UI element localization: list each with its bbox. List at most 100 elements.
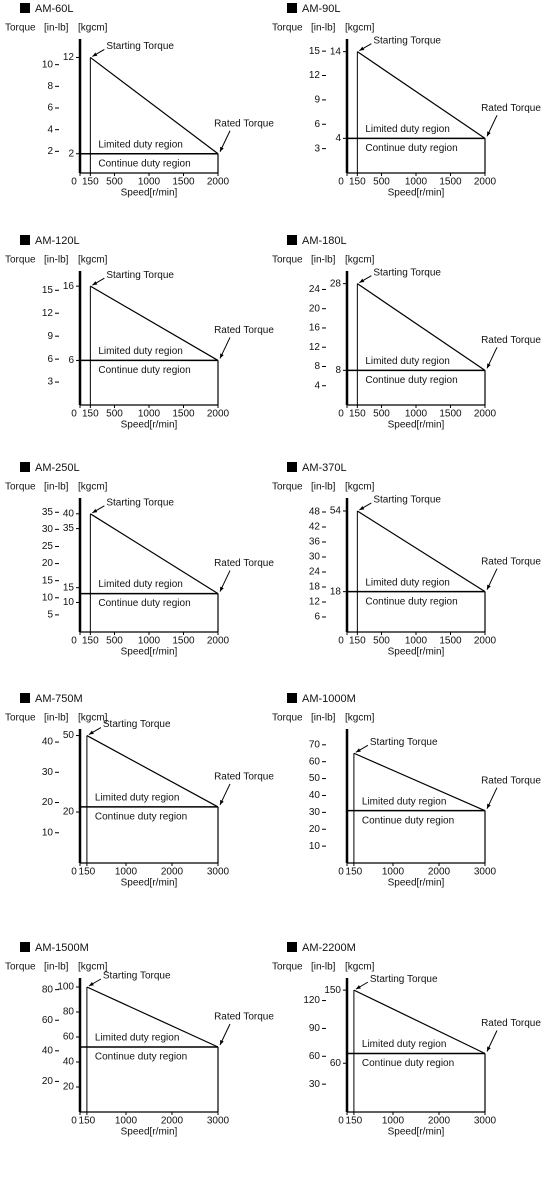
x-tick-label: 1000 <box>382 1116 405 1127</box>
chart-title: AM-180L <box>302 235 347 247</box>
y2-tick-label: 54 <box>330 506 342 517</box>
x-tick-label: 2000 <box>474 636 497 647</box>
y2-tick-label: 28 <box>330 278 342 289</box>
y-tick-label: 20 <box>42 558 54 569</box>
chart-title: AM-370L <box>302 462 347 474</box>
y-tick-label: 6 <box>47 103 53 114</box>
y-tick-label: 42 <box>309 522 321 533</box>
x-axis-label: Speed[r/min] <box>121 420 178 431</box>
x-tick-label: 150 <box>349 409 366 420</box>
y2-tick-label: 50 <box>63 730 75 741</box>
arrow-head <box>92 281 98 286</box>
x-tick-label: 2000 <box>207 409 230 420</box>
x-tick-label: 2000 <box>474 409 497 420</box>
limited-duty-label: Limited duty region <box>362 1039 447 1050</box>
y-tick-label: 40 <box>42 1045 54 1056</box>
x-tick-label: 1000 <box>405 177 428 188</box>
y-tick-label: 60 <box>309 756 321 767</box>
arrow-head <box>92 52 98 57</box>
y-tick-label: 120 <box>303 995 320 1006</box>
x-tick-label: 2000 <box>428 1116 451 1127</box>
y-tick-label: 20 <box>42 1076 54 1087</box>
y-tick-label: 48 <box>309 507 321 518</box>
y-tick-label: 10 <box>42 59 54 70</box>
x-axis-label: Speed[r/min] <box>121 1127 178 1138</box>
x-tick-label: 500 <box>106 409 123 420</box>
y-tick-label: 40 <box>42 737 54 748</box>
limited-duty-label: Limited duty region <box>365 356 450 367</box>
x-axis-label: Speed[r/min] <box>121 878 178 889</box>
x-tick-label: 150 <box>82 177 99 188</box>
rated-torque-label: Rated Torque <box>481 103 541 114</box>
torque-curve <box>90 285 219 361</box>
rated-torque-label: Rated Torque <box>481 335 541 346</box>
x-tick-label: 1500 <box>439 636 462 647</box>
x-tick-label: 0 <box>71 636 77 647</box>
x-tick-label: 1000 <box>115 1116 138 1127</box>
x-tick-label: 1000 <box>138 636 161 647</box>
arrow-head <box>92 508 98 513</box>
y-unit: [in-lb] <box>311 482 336 493</box>
y-unit: [in-lb] <box>311 713 336 724</box>
y-tick-label: 10 <box>309 841 321 852</box>
y2-unit: [kgcm] <box>78 482 108 493</box>
x-tick-label: 0 <box>71 409 77 420</box>
y-tick-label: 6 <box>314 119 320 130</box>
continue-duty-label: Continue duty region <box>362 815 454 826</box>
y2-unit: [kgcm] <box>78 23 108 34</box>
x-tick-label: 1000 <box>382 867 405 878</box>
y-tick-label: 40 <box>309 790 321 801</box>
continue-duty-label: Continue duty region <box>365 143 457 154</box>
y-unit: [in-lb] <box>44 23 69 34</box>
y-tick-label: 30 <box>309 807 321 818</box>
y-unit: [in-lb] <box>44 713 69 724</box>
y-tick-label: 12 <box>42 308 54 319</box>
x-tick-label: 1000 <box>115 867 138 878</box>
limited-duty-label: Limited duty region <box>95 793 179 804</box>
y-tick-label: 30 <box>309 1079 321 1090</box>
arrow-head <box>220 353 224 359</box>
y2-tick-label: 18 <box>330 586 342 597</box>
torque-curve <box>90 513 219 595</box>
chart-title: AM-60L <box>35 3 74 15</box>
x-axis-label: Speed[r/min] <box>388 878 445 889</box>
x-tick-label: 3000 <box>474 867 497 878</box>
title-marker <box>287 235 297 245</box>
torque-curve <box>89 56 219 155</box>
x-tick-label: 500 <box>373 636 390 647</box>
x-tick-label: 500 <box>373 177 390 188</box>
y-tick-label: 9 <box>314 95 320 106</box>
continue-duty-label: Continue duty region <box>362 1058 454 1069</box>
torque-curve <box>357 51 486 139</box>
x-tick-label: 1000 <box>405 409 428 420</box>
y-tick-label: 15 <box>42 285 54 296</box>
y2-unit: [kgcm] <box>345 482 375 493</box>
rated-torque-label: Rated Torque <box>214 772 274 783</box>
y-tick-label: 8 <box>47 81 53 92</box>
torque-curve <box>353 752 486 812</box>
y-tick-label: 60 <box>309 1051 321 1062</box>
x-tick-label: 150 <box>346 867 363 878</box>
x-tick-label: 500 <box>373 409 390 420</box>
title-marker <box>20 3 30 13</box>
continue-duty-label: Continue duty region <box>98 598 190 609</box>
x-tick-label: 150 <box>79 1116 96 1127</box>
x-tick-label: 1000 <box>405 636 428 647</box>
arrow-head <box>359 278 365 283</box>
y-tick-label: 35 <box>42 507 54 518</box>
starting-torque-label: Starting Torque <box>370 974 438 985</box>
x-tick-label: 150 <box>79 867 96 878</box>
y2-tick-label: 8 <box>335 365 341 376</box>
y-tick-label: 15 <box>309 46 321 57</box>
continue-duty-label: Continue duty region <box>95 1052 187 1063</box>
chart-title: AM-2200M <box>302 942 356 954</box>
x-tick-label: 2000 <box>207 636 230 647</box>
y2-tick-label: 2 <box>68 148 74 159</box>
starting-torque-label: Starting Torque <box>370 737 438 748</box>
y-tick-label: 24 <box>309 567 321 578</box>
title-marker <box>287 693 297 703</box>
y-tick-label: 18 <box>309 582 321 593</box>
x-tick-label: 150 <box>349 636 366 647</box>
y2-tick-label: 20 <box>63 1082 75 1093</box>
